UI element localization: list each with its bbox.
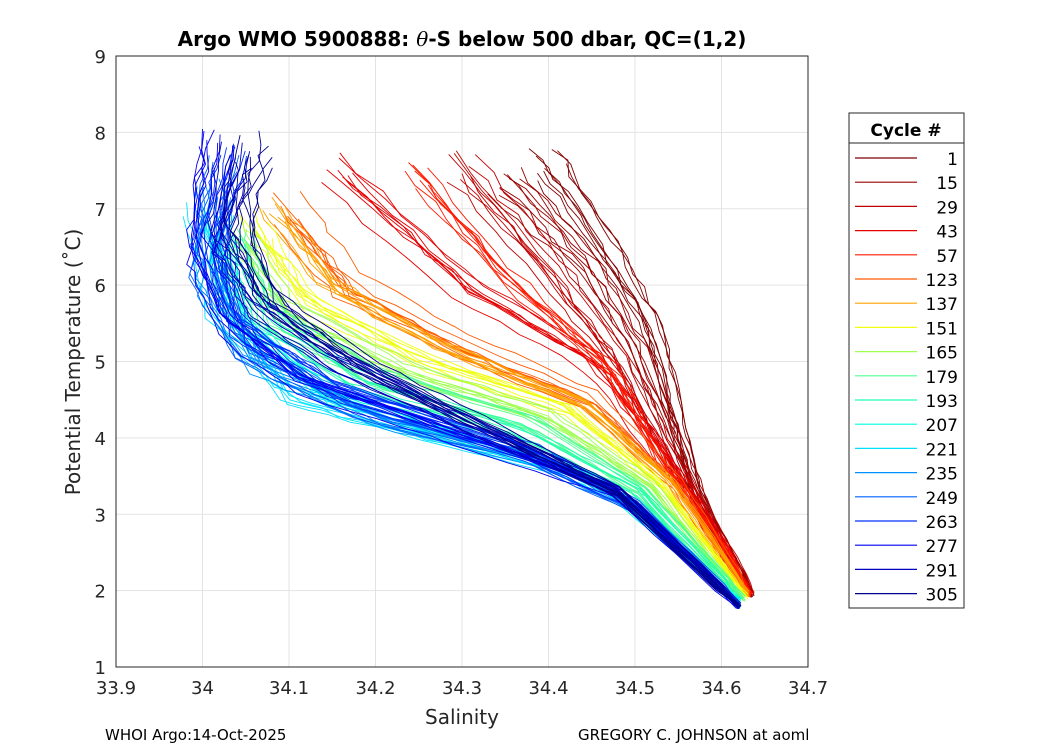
legend-label: 193 xyxy=(926,392,958,412)
y-tick-label: 9 xyxy=(95,47,106,68)
series-line-137 xyxy=(284,220,750,597)
y-tick-label: 5 xyxy=(95,353,106,374)
legend-label: 57 xyxy=(936,247,958,267)
x-tick-label: 34.7 xyxy=(788,678,828,699)
legend-label: 207 xyxy=(926,416,958,436)
series-line-221 xyxy=(198,225,737,600)
legend-label: 151 xyxy=(926,319,958,339)
series-line-305 xyxy=(247,145,739,609)
x-tick-label: 33.9 xyxy=(96,678,136,699)
x-tick-label: 34 xyxy=(191,678,214,699)
series-line-305 xyxy=(238,156,740,609)
footer-left: WHOI Argo:14-Oct-2025 xyxy=(105,726,287,744)
series-line-15 xyxy=(520,167,753,592)
chart-title: Argo WMO 5900888: θ-S below 500 dbar, QC… xyxy=(178,27,747,51)
x-tick-label: 34.2 xyxy=(355,678,395,699)
series-line-151 xyxy=(254,230,747,596)
legend-label: 221 xyxy=(926,440,958,460)
series-line-29 xyxy=(474,154,754,592)
series-line-305 xyxy=(252,167,738,604)
series-line-305 xyxy=(230,154,739,604)
y-tick-label: 2 xyxy=(95,582,106,603)
series-line-137 xyxy=(271,196,750,597)
y-tick-label: 1 xyxy=(95,658,106,679)
y-tick-label: 3 xyxy=(95,505,106,526)
x-axis-label: Salinity xyxy=(425,705,499,729)
series-line-305 xyxy=(223,135,741,608)
legend-label: 179 xyxy=(926,368,958,388)
series-line-1 xyxy=(551,149,755,596)
legend-label: 291 xyxy=(926,561,958,581)
series-line-305 xyxy=(221,161,742,607)
legend-title: Cycle # xyxy=(870,121,941,141)
legend-label: 305 xyxy=(926,586,958,606)
x-tick-label: 34.1 xyxy=(269,678,309,699)
series-line-137 xyxy=(280,206,747,595)
series-line-305 xyxy=(250,157,740,610)
series-line-179 xyxy=(248,258,741,601)
series-line-151 xyxy=(253,210,748,598)
series-line-137 xyxy=(268,213,747,594)
series-line-43 xyxy=(339,152,752,593)
legend-label: 1 xyxy=(947,150,958,170)
legend-label: 165 xyxy=(926,344,958,364)
legend-label: 249 xyxy=(926,489,958,509)
y-tick-label: 8 xyxy=(95,123,106,144)
series-line-57 xyxy=(414,170,750,594)
series-line-123 xyxy=(297,218,747,593)
legend-label: 137 xyxy=(926,295,958,315)
series-line-249 xyxy=(193,186,739,605)
y-axis-label: Potential Temperature (˚C) xyxy=(61,229,85,496)
series-line-123 xyxy=(299,190,749,597)
series-line-57 xyxy=(427,167,752,598)
series-line-165 xyxy=(250,222,743,597)
legend-label: 277 xyxy=(926,537,958,557)
legend-label: 263 xyxy=(926,513,958,533)
series-line-193 xyxy=(234,262,740,599)
x-tick-label: 34.6 xyxy=(701,678,741,699)
series-line-235 xyxy=(194,186,738,604)
series-line-193 xyxy=(216,251,739,604)
series-line-179 xyxy=(243,229,746,601)
series-line-151 xyxy=(242,218,748,598)
legend-label: 15 xyxy=(936,174,958,194)
y-tick-label: 4 xyxy=(95,429,106,450)
footer-right: GREGORY C. JOHNSON at aoml xyxy=(578,726,810,744)
series-line-137 xyxy=(274,203,748,597)
legend-label: 29 xyxy=(936,198,958,218)
series-line-277 xyxy=(186,168,739,609)
series-line-291 xyxy=(210,154,741,607)
series-line-151 xyxy=(272,238,745,596)
series-line-151 xyxy=(266,222,749,600)
series-line-137 xyxy=(258,206,750,598)
series-line-305 xyxy=(241,130,742,607)
legend-label: 235 xyxy=(926,465,958,485)
series-line-1 xyxy=(544,167,755,594)
x-tick-label: 34.3 xyxy=(442,678,482,699)
legend-label: 43 xyxy=(936,223,958,243)
series-line-221 xyxy=(204,213,741,600)
series-line-57 xyxy=(408,162,752,596)
legend: Cycle # 1 15 29 43 57 123 137 151 165 179 193 207 22… xyxy=(848,112,965,609)
series-line-207 xyxy=(216,215,740,602)
y-tick-label: 6 xyxy=(95,276,106,297)
legend-label: 123 xyxy=(926,271,958,291)
series-line-207 xyxy=(214,214,740,603)
x-tick-label: 34.4 xyxy=(528,678,568,699)
series-line-165 xyxy=(242,221,746,597)
series-line-207 xyxy=(204,221,740,605)
y-tick-label: 7 xyxy=(95,200,106,221)
x-tick-label: 34.5 xyxy=(615,678,655,699)
series-line-249 xyxy=(189,180,739,607)
